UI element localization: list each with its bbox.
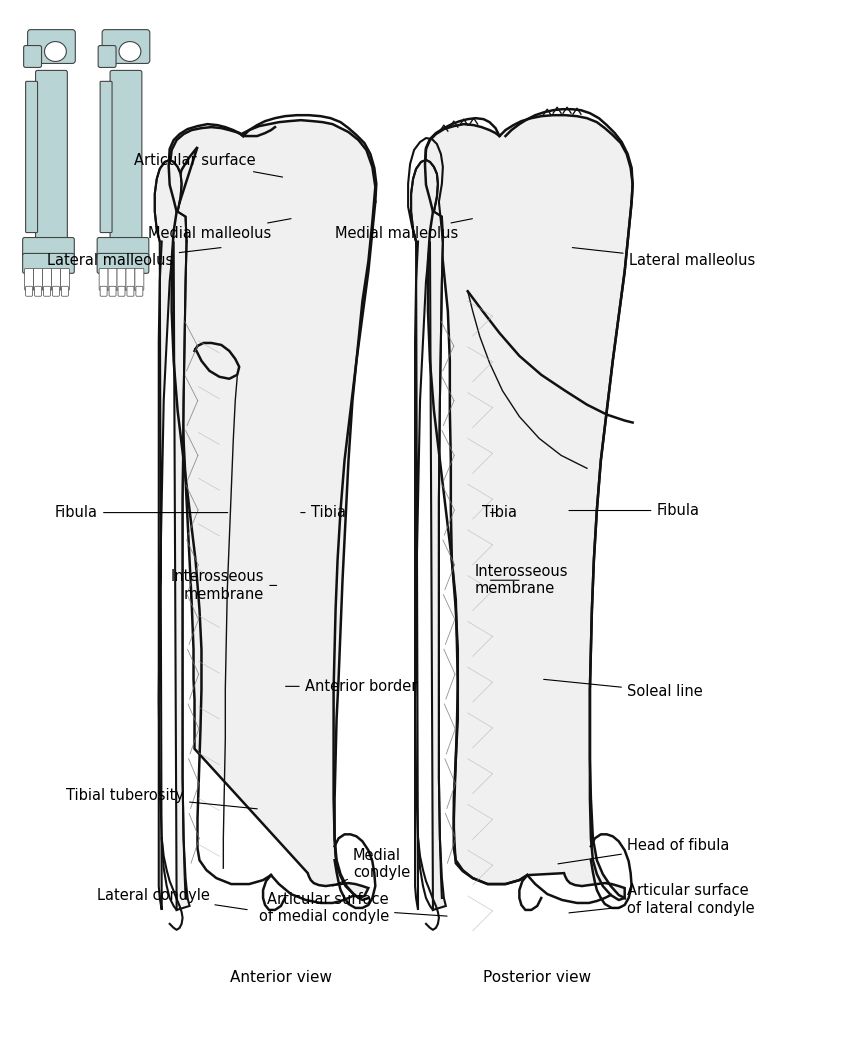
FancyBboxPatch shape (117, 269, 126, 290)
FancyBboxPatch shape (97, 237, 149, 259)
Text: Anterior view: Anterior view (230, 970, 332, 985)
FancyBboxPatch shape (28, 29, 76, 64)
FancyBboxPatch shape (108, 269, 117, 290)
Text: Medial malleolus: Medial malleolus (335, 219, 472, 242)
Polygon shape (170, 120, 375, 899)
FancyBboxPatch shape (35, 287, 42, 296)
FancyBboxPatch shape (127, 287, 134, 296)
Text: Anterior border: Anterior border (285, 679, 417, 693)
FancyBboxPatch shape (25, 287, 32, 296)
Text: Fibula: Fibula (569, 503, 700, 518)
FancyBboxPatch shape (24, 46, 42, 67)
FancyBboxPatch shape (126, 269, 135, 290)
FancyBboxPatch shape (43, 287, 50, 296)
FancyBboxPatch shape (42, 269, 52, 290)
Text: Interosseous
membrane: Interosseous membrane (171, 569, 277, 601)
FancyBboxPatch shape (98, 46, 116, 67)
FancyBboxPatch shape (60, 269, 70, 290)
FancyBboxPatch shape (23, 253, 75, 273)
Text: Medial malleolus: Medial malleolus (148, 219, 291, 242)
FancyBboxPatch shape (135, 269, 143, 290)
FancyBboxPatch shape (53, 287, 59, 296)
Text: Fibula: Fibula (55, 505, 228, 520)
Ellipse shape (119, 42, 141, 62)
Text: Posterior view: Posterior view (483, 970, 591, 985)
Text: Articular surface: Articular surface (134, 154, 283, 177)
FancyBboxPatch shape (52, 269, 60, 290)
Text: Lateral malleolus: Lateral malleolus (572, 248, 755, 269)
Polygon shape (425, 115, 633, 899)
Text: Lateral malleolus: Lateral malleolus (48, 248, 221, 269)
Text: Head of fibula: Head of fibula (558, 838, 729, 864)
Text: Tibia: Tibia (301, 505, 346, 520)
FancyBboxPatch shape (61, 287, 69, 296)
FancyBboxPatch shape (100, 82, 112, 232)
FancyBboxPatch shape (102, 29, 149, 64)
FancyBboxPatch shape (25, 82, 37, 232)
FancyBboxPatch shape (118, 287, 125, 296)
FancyBboxPatch shape (34, 269, 42, 290)
FancyBboxPatch shape (23, 237, 75, 259)
Text: Tibia: Tibia (482, 505, 517, 520)
Text: Interosseous
membrane: Interosseous membrane (475, 564, 569, 596)
FancyBboxPatch shape (136, 287, 143, 296)
Polygon shape (411, 160, 446, 910)
FancyBboxPatch shape (110, 70, 142, 244)
Text: Medial
condyle: Medial condyle (333, 848, 410, 886)
Text: Articular surface
of lateral condyle: Articular surface of lateral condyle (569, 884, 755, 916)
FancyBboxPatch shape (97, 253, 149, 273)
Polygon shape (155, 160, 189, 910)
FancyBboxPatch shape (25, 269, 34, 290)
Text: Articular surface
of medial condyle: Articular surface of medial condyle (259, 892, 447, 925)
Text: Lateral condyle: Lateral condyle (97, 888, 247, 910)
Ellipse shape (44, 42, 66, 62)
FancyBboxPatch shape (100, 287, 107, 296)
Text: Tibial tuberosity: Tibial tuberosity (66, 788, 257, 809)
FancyBboxPatch shape (36, 70, 67, 244)
Text: Soleal line: Soleal line (543, 679, 703, 699)
FancyBboxPatch shape (99, 269, 108, 290)
FancyBboxPatch shape (109, 287, 116, 296)
